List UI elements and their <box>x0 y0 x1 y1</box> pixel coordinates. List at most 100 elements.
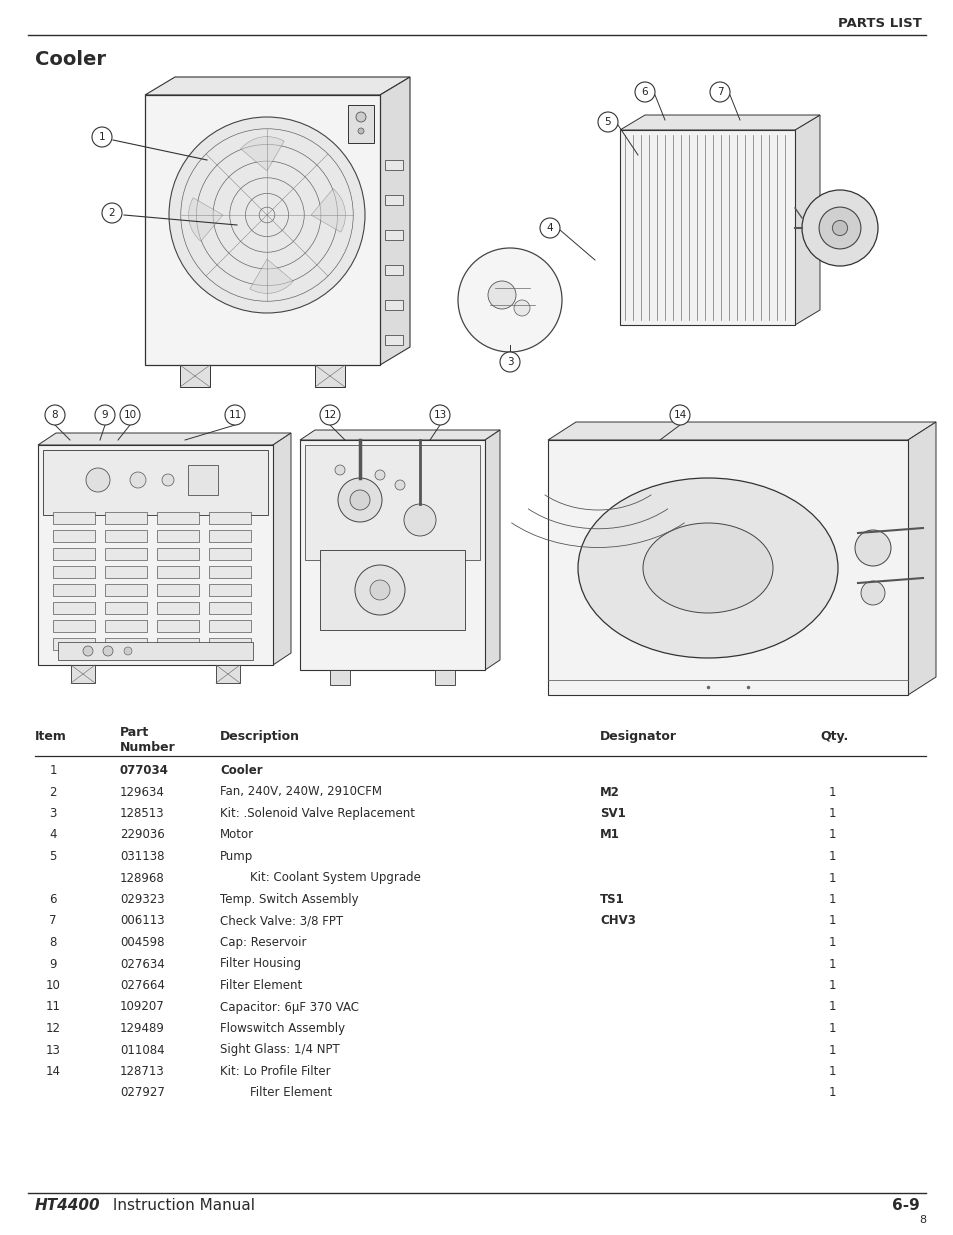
Circle shape <box>832 220 846 236</box>
Text: 1: 1 <box>827 850 835 863</box>
Circle shape <box>539 219 559 238</box>
Circle shape <box>861 580 884 605</box>
Text: 5: 5 <box>604 117 611 127</box>
Bar <box>385 266 402 275</box>
Circle shape <box>91 127 112 147</box>
Polygon shape <box>273 433 291 664</box>
Text: 129634: 129634 <box>120 785 165 799</box>
Bar <box>105 513 147 524</box>
Bar <box>330 671 350 685</box>
Polygon shape <box>794 115 820 325</box>
Text: 8: 8 <box>50 936 56 948</box>
Text: Temp. Switch Assembly: Temp. Switch Assembly <box>220 893 358 906</box>
Text: Kit: .Solenoid Valve Replacement: Kit: .Solenoid Valve Replacement <box>220 806 415 820</box>
Bar <box>180 366 210 387</box>
Polygon shape <box>145 77 410 95</box>
Text: 4: 4 <box>546 224 553 233</box>
Circle shape <box>337 478 381 522</box>
Ellipse shape <box>642 522 772 613</box>
Text: Sight Glass: 1/4 NPT: Sight Glass: 1/4 NPT <box>220 1044 339 1056</box>
Circle shape <box>395 480 405 490</box>
Text: Flowswitch Assembly: Flowswitch Assembly <box>220 1023 345 1035</box>
Bar <box>157 566 199 578</box>
Circle shape <box>45 405 65 425</box>
Bar <box>105 548 147 559</box>
Circle shape <box>375 471 385 480</box>
Polygon shape <box>619 115 820 130</box>
Text: Filter Housing: Filter Housing <box>220 957 301 971</box>
Text: Qty.: Qty. <box>820 730 847 743</box>
Bar <box>188 466 218 495</box>
Text: 7: 7 <box>50 914 56 927</box>
Circle shape <box>635 82 655 103</box>
Text: 128968: 128968 <box>120 872 165 884</box>
Text: 011084: 011084 <box>120 1044 165 1056</box>
Text: 1: 1 <box>827 806 835 820</box>
Text: Kit: Coolant System Upgrade: Kit: Coolant System Upgrade <box>220 872 420 884</box>
Bar <box>157 548 199 559</box>
Text: Kit: Lo Profile Filter: Kit: Lo Profile Filter <box>220 1065 331 1078</box>
Text: Cooler: Cooler <box>220 764 262 777</box>
Text: 14: 14 <box>46 1065 60 1078</box>
Circle shape <box>86 468 110 492</box>
Text: 4: 4 <box>50 829 56 841</box>
Text: 6: 6 <box>641 86 648 98</box>
Bar <box>209 584 251 597</box>
Text: 5: 5 <box>50 850 56 863</box>
Bar <box>105 584 147 597</box>
Text: 109207: 109207 <box>120 1000 165 1014</box>
Text: 1: 1 <box>827 1023 835 1035</box>
Text: 027927: 027927 <box>120 1087 165 1099</box>
Bar <box>209 513 251 524</box>
Bar <box>385 195 402 205</box>
Text: 7: 7 <box>716 86 722 98</box>
Text: 1: 1 <box>827 1044 835 1056</box>
Text: 128713: 128713 <box>120 1065 165 1078</box>
Circle shape <box>162 474 173 487</box>
Text: HT4400: HT4400 <box>35 1198 100 1213</box>
Text: CHV3: CHV3 <box>599 914 636 927</box>
Bar <box>157 638 199 650</box>
Text: Pump: Pump <box>220 850 253 863</box>
Bar <box>105 638 147 650</box>
Text: 031138: 031138 <box>120 850 164 863</box>
Polygon shape <box>38 433 291 445</box>
Circle shape <box>225 405 245 425</box>
Wedge shape <box>189 198 223 241</box>
Wedge shape <box>311 189 345 232</box>
Bar <box>105 530 147 542</box>
Bar <box>385 230 402 240</box>
Bar <box>53 513 95 524</box>
Text: Motor: Motor <box>220 829 253 841</box>
Text: Instruction Manual: Instruction Manual <box>108 1198 254 1213</box>
Text: Description: Description <box>220 730 299 743</box>
Text: 3: 3 <box>50 806 56 820</box>
Text: 2: 2 <box>109 207 115 219</box>
Circle shape <box>403 504 436 536</box>
Bar <box>53 638 95 650</box>
Bar <box>58 642 253 659</box>
Text: 13: 13 <box>433 410 446 420</box>
Text: 129489: 129489 <box>120 1023 165 1035</box>
Bar <box>53 530 95 542</box>
Circle shape <box>83 646 92 656</box>
Bar <box>385 300 402 310</box>
Circle shape <box>709 82 729 103</box>
Bar <box>209 530 251 542</box>
Bar <box>209 548 251 559</box>
Text: 11: 11 <box>46 1000 60 1014</box>
Bar <box>145 95 379 366</box>
Text: 1: 1 <box>827 829 835 841</box>
Text: 1: 1 <box>827 914 835 927</box>
Circle shape <box>124 647 132 655</box>
Text: Number: Number <box>120 741 175 755</box>
Text: Part: Part <box>120 726 149 739</box>
Bar <box>157 620 199 632</box>
Text: 8: 8 <box>51 410 58 420</box>
Text: M1: M1 <box>599 829 619 841</box>
Bar <box>619 130 794 325</box>
Bar <box>314 366 345 387</box>
Text: 2: 2 <box>50 785 56 799</box>
Text: Cooler: Cooler <box>35 49 106 69</box>
Text: 128513: 128513 <box>120 806 165 820</box>
